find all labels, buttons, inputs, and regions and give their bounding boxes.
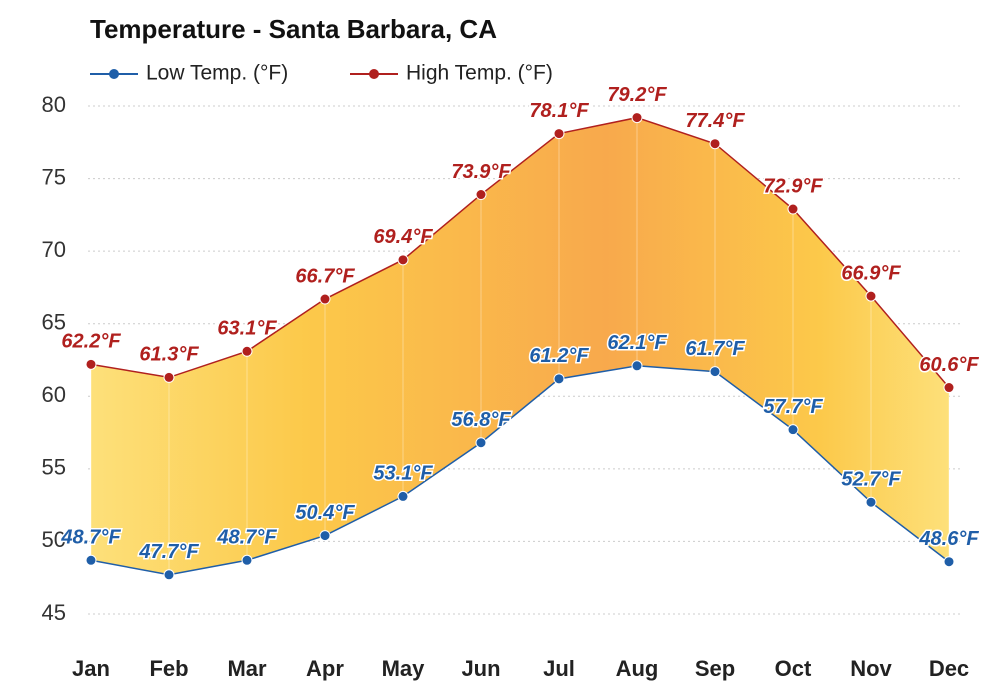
y-tick-label: 55 <box>42 455 66 480</box>
data-point <box>85 554 97 566</box>
x-tick-label: Jul <box>543 656 575 681</box>
data-label: 78.1°F <box>529 100 589 122</box>
x-tick-label: Mar <box>227 656 267 681</box>
x-tick-label: Oct <box>775 656 812 681</box>
data-point <box>787 203 799 215</box>
data-point <box>709 366 721 378</box>
data-point <box>709 138 721 150</box>
data-label: 48.7°F <box>60 527 121 549</box>
x-tick-label: Feb <box>149 656 188 681</box>
data-point <box>475 189 487 201</box>
data-label: 48.6°F <box>918 528 979 550</box>
x-tick-label: Jun <box>461 656 500 681</box>
data-point <box>943 556 955 568</box>
data-point <box>163 371 175 383</box>
y-tick-label: 65 <box>42 310 66 335</box>
data-point <box>553 128 565 140</box>
data-label: 50.4°F <box>295 502 355 524</box>
y-tick-label: 50 <box>42 527 66 552</box>
legend-label: Low Temp. (°F) <box>146 62 288 85</box>
x-tick-label: May <box>382 656 426 681</box>
y-tick-label: 60 <box>42 382 66 407</box>
x-tick-label: Apr <box>306 656 344 681</box>
y-tick-label: 45 <box>42 600 66 625</box>
data-point <box>85 358 97 370</box>
data-label: 73.9°F <box>451 161 511 183</box>
y-tick-label: 80 <box>42 92 66 117</box>
y-tick-label: 75 <box>42 164 66 189</box>
data-point <box>475 437 487 449</box>
data-point <box>865 290 877 302</box>
data-label: 61.3°F <box>139 344 199 366</box>
range-band <box>91 117 949 575</box>
data-point <box>163 569 175 581</box>
data-point <box>319 293 331 305</box>
x-tick-label: Dec <box>929 656 969 681</box>
data-label: 66.7°F <box>295 265 355 287</box>
data-label: 61.7°F <box>685 338 745 360</box>
data-point <box>631 360 643 372</box>
data-label: 77.4°F <box>685 110 745 132</box>
data-label: 79.2°F <box>607 84 667 106</box>
data-label: 47.7°F <box>138 541 199 563</box>
data-point <box>319 530 331 542</box>
x-tick-label: Jan <box>72 656 110 681</box>
data-point <box>787 424 799 436</box>
series-line <box>90 365 950 576</box>
data-label: 69.4°F <box>373 226 433 248</box>
data-label: 61.2°F <box>529 345 589 367</box>
data-label: 66.9°F <box>841 262 901 284</box>
data-label: 52.7°F <box>841 469 901 491</box>
y-tick-label: 70 <box>42 237 66 262</box>
data-point <box>241 554 253 566</box>
legend-marker <box>109 69 119 79</box>
data-point <box>241 345 253 357</box>
data-point <box>943 382 955 394</box>
data-label: 72.9°F <box>763 175 823 197</box>
data-point <box>631 112 643 124</box>
data-label: 60.6°F <box>919 354 979 376</box>
data-point <box>397 254 409 266</box>
data-label: 48.7°F <box>216 527 277 549</box>
x-tick-label: Sep <box>695 656 735 681</box>
data-point <box>553 373 565 385</box>
data-point <box>397 490 409 502</box>
legend-label: High Temp. (°F) <box>406 62 553 85</box>
data-label: 62.2°F <box>61 331 121 353</box>
data-point <box>865 496 877 508</box>
data-label: 63.1°F <box>217 318 277 340</box>
chart-title: Temperature - Santa Barbara, CA <box>90 14 497 44</box>
data-label: 57.7°F <box>763 396 823 418</box>
x-tick-label: Nov <box>850 656 892 681</box>
data-label: 62.1°F <box>607 332 667 354</box>
data-label: 53.1°F <box>373 463 433 485</box>
x-tick-label: Aug <box>616 656 659 681</box>
legend-marker <box>369 69 379 79</box>
data-label: 56.8°F <box>451 409 511 431</box>
series-line <box>90 116 950 389</box>
